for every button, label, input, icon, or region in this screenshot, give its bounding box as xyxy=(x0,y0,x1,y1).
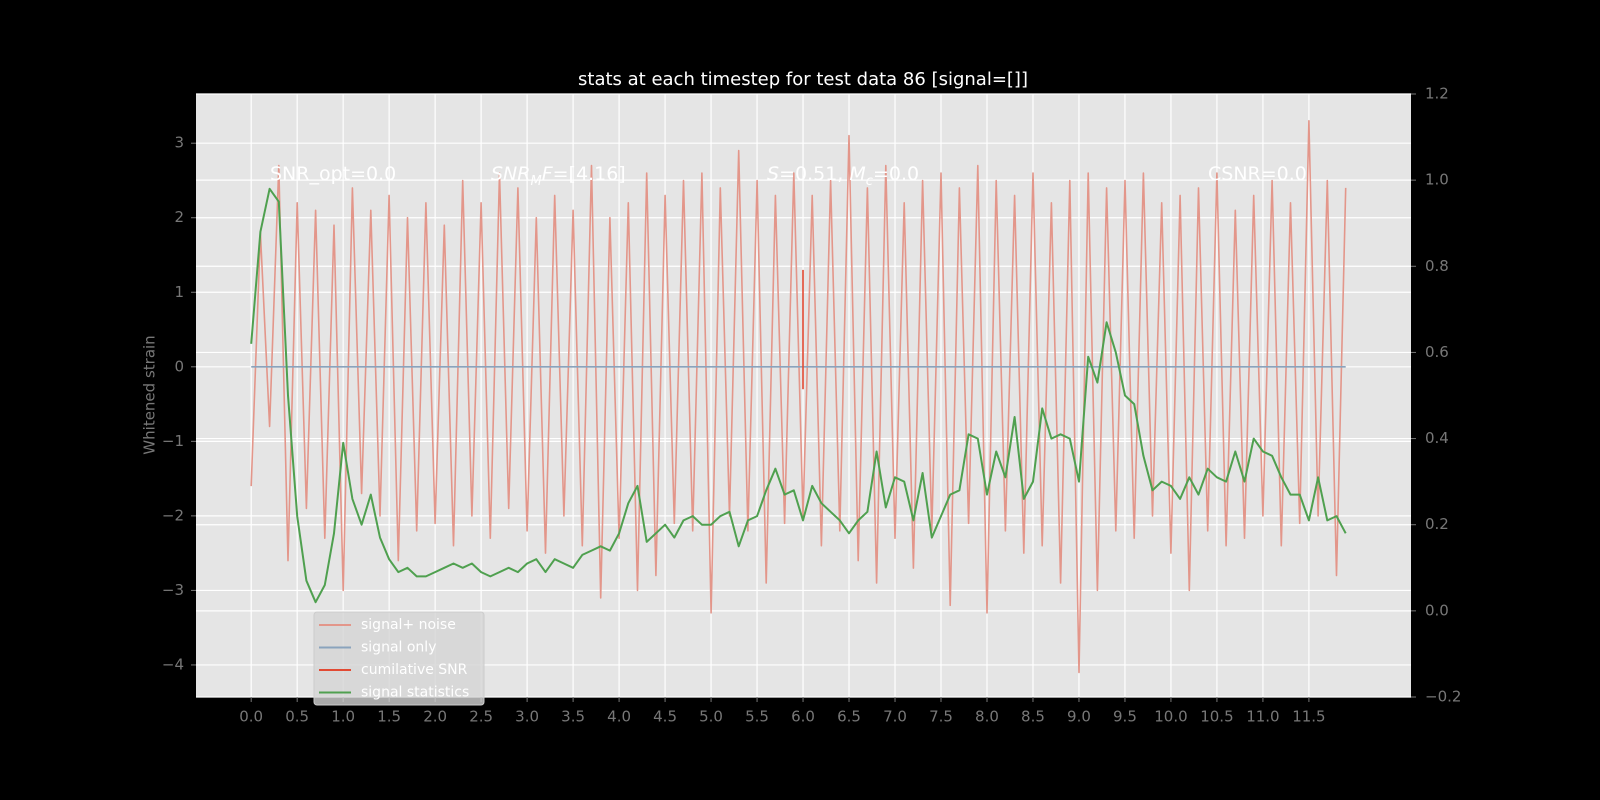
x-tick-label: 7.5 xyxy=(929,708,953,726)
annotation-part: S xyxy=(767,163,779,185)
x-tick-label: 3.5 xyxy=(561,708,585,726)
series-line xyxy=(250,120,1347,674)
annotation-part: SNR xyxy=(491,163,530,185)
annotation: CSNR=0.0 xyxy=(1208,163,1307,185)
x-tick-label: 8.5 xyxy=(1021,708,1045,726)
y-tick-label: 0 xyxy=(174,357,184,375)
x-tick-label: 7.0 xyxy=(883,708,907,726)
x-tick-label: 6.5 xyxy=(837,708,861,726)
x-tick-label: 11.0 xyxy=(1246,708,1279,726)
y-tick-label: −3 xyxy=(162,581,184,599)
x-tick-label: 9.0 xyxy=(1067,708,1091,726)
annotation-part: M xyxy=(849,163,865,185)
series-line xyxy=(250,187,1347,604)
chart-title: stats at each timestep for test data 86 … xyxy=(578,69,1028,90)
x-tick-label: 2.5 xyxy=(469,708,493,726)
annotation-part: =0.0 xyxy=(873,163,919,185)
x-tick-label: 9.5 xyxy=(1113,708,1137,726)
annotation-part: M xyxy=(530,174,541,189)
legend-label: cumilative SNR xyxy=(361,662,468,678)
annotation: S=0.51, Mc=0.0 xyxy=(767,163,919,190)
annotation-part: c xyxy=(866,174,873,189)
legend-label: signal+ noise xyxy=(361,617,456,633)
annotation: SNR_opt=0.0 xyxy=(270,163,396,185)
y-tick-label: −4 xyxy=(162,655,184,673)
annotation-part: SNR_opt=0.0 xyxy=(270,163,396,185)
y2-tick-label: 0.0 xyxy=(1425,601,1449,619)
x-tick-label: 4.0 xyxy=(607,708,631,726)
x-tick-label: 5.5 xyxy=(745,708,769,726)
annotation-part: =0.51, xyxy=(779,163,849,185)
legend-box xyxy=(313,611,485,706)
y2-tick-label: −0.2 xyxy=(1425,688,1461,706)
y2-tick-label: 1.2 xyxy=(1425,85,1449,103)
y-tick-label: 3 xyxy=(174,134,184,152)
x-tick-label: 10.5 xyxy=(1200,708,1233,726)
y-tick-label: 2 xyxy=(174,208,184,226)
x-tick-label: 2.0 xyxy=(423,708,447,726)
annotation-part: F xyxy=(542,163,554,185)
annotation: SNRMF=[4.16] xyxy=(491,163,626,190)
y2-tick-label: 0.2 xyxy=(1425,515,1449,533)
y-tick-label: −2 xyxy=(162,506,184,524)
x-tick-label: 11.5 xyxy=(1292,708,1325,726)
y2-tick-label: 0.6 xyxy=(1425,343,1449,361)
x-tick-label: 5.0 xyxy=(699,708,723,726)
y-tick-label: 1 xyxy=(174,283,184,301)
annotation-part: =[4.16] xyxy=(553,163,626,185)
x-tick-label: 4.5 xyxy=(653,708,677,726)
ticks: 0.0 0.5 1.0 1.5 2.0 2.5 3.0 3.5 4.0 4.5 5.0 5.5 6.0 6… xyxy=(162,85,1462,726)
x-tick-label: 1.5 xyxy=(377,708,401,726)
x-tick-label: 8.0 xyxy=(975,708,999,726)
series-lines xyxy=(250,120,1347,674)
x-tick-label: 6.0 xyxy=(791,708,815,726)
y-tick-label: −1 xyxy=(162,432,184,450)
x-tick-label: 3.0 xyxy=(515,708,539,726)
y2-tick-label: 0.8 xyxy=(1425,257,1449,275)
x-tick-label: 0.5 xyxy=(285,708,309,726)
annotation-part: CSNR=0.0 xyxy=(1208,163,1307,185)
legend-label: signal statistics xyxy=(361,685,469,701)
legend: signal+ noise signal only cumilative SNR si… xyxy=(313,611,485,706)
annotations: SNR_opt=0.0 SNRMF=[4.16] S=0.51, Mc=0.0 CSN… xyxy=(270,163,1307,190)
legend-label: signal only xyxy=(361,640,436,656)
y2-tick-label: 1.0 xyxy=(1425,171,1449,189)
x-tick-label: 1.0 xyxy=(331,708,355,726)
x-tick-label: 10.0 xyxy=(1154,708,1187,726)
y2-tick-label: 0.4 xyxy=(1425,429,1449,447)
y-axis-label: Whitened strain xyxy=(141,335,159,454)
x-tick-label: 0.0 xyxy=(239,708,263,726)
